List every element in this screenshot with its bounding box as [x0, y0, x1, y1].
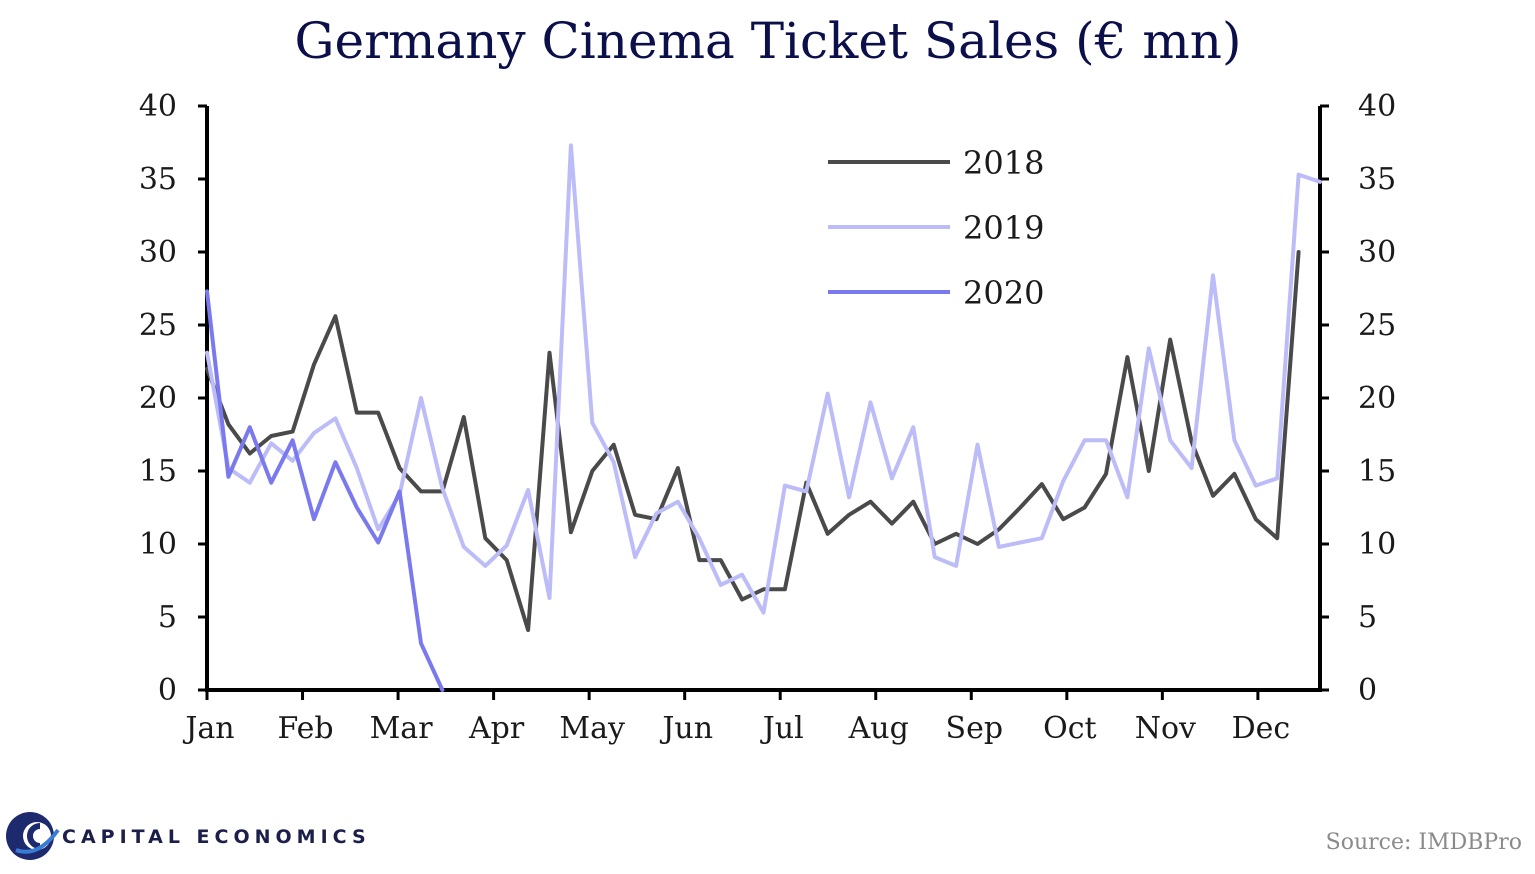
x-tick-label-may: May — [559, 711, 625, 746]
x-tick-label-jan: Jan — [182, 711, 234, 746]
x-tick-label-jun: Jun — [659, 711, 713, 746]
y-tick-label-left: 0 — [158, 673, 177, 708]
y-tick-label-left: 15 — [139, 454, 177, 489]
y-tick-label-left: 35 — [139, 162, 177, 197]
y-tick-label-right: 15 — [1358, 454, 1396, 489]
y-tick-label-right: 5 — [1358, 600, 1377, 635]
y-tick-label-right: 25 — [1358, 308, 1396, 343]
x-tick-label-jul: Jul — [760, 711, 804, 746]
x-tick-label-oct: Oct — [1043, 711, 1096, 746]
x-tick-label-nov: Nov — [1135, 711, 1196, 746]
y-tick-label-left: 25 — [139, 308, 177, 343]
legend-label-2020: 2020 — [963, 274, 1044, 312]
chart-title: Germany Cinema Ticket Sales (€ mn) — [295, 12, 1242, 70]
y-tick-label-right: 0 — [1358, 673, 1377, 708]
y-tick-label-left: 30 — [139, 235, 177, 270]
y-tick-label-left: 40 — [139, 89, 177, 124]
y-tick-label-right: 10 — [1358, 527, 1396, 562]
brand-name: CAPITAL ECONOMICS — [62, 826, 371, 848]
series-lines — [205, 143, 1322, 692]
series-line-2019 — [205, 143, 1322, 615]
y-tick-label-right: 20 — [1358, 381, 1396, 416]
y-tick-label-left: 5 — [158, 600, 177, 635]
x-tick-label-apr: Apr — [468, 711, 525, 746]
series-line-2020 — [205, 289, 445, 692]
x-tick-label-dec: Dec — [1232, 711, 1291, 746]
y-tick-label-right: 40 — [1358, 89, 1396, 124]
x-tick-label-sep: Sep — [946, 711, 1004, 746]
source-note: Source: IMDBPro — [1326, 830, 1522, 855]
legend-label-2018: 2018 — [963, 144, 1044, 182]
y-tick-label-right: 35 — [1358, 162, 1396, 197]
x-tick-label-mar: Mar — [370, 711, 434, 746]
x-tick-label-aug: Aug — [848, 711, 909, 746]
y-tick-label-left: 20 — [139, 381, 177, 416]
legend-label-2019: 2019 — [963, 209, 1044, 247]
y-tick-label-right: 30 — [1358, 235, 1396, 270]
legend: 2018 2019 2020 — [828, 144, 1044, 312]
logo-mark-icon — [6, 812, 60, 860]
capital-economics-logo: CAPITAL ECONOMICS — [6, 812, 371, 860]
x-tick-label-feb: Feb — [277, 711, 333, 746]
y-tick-label-left: 10 — [139, 527, 177, 562]
